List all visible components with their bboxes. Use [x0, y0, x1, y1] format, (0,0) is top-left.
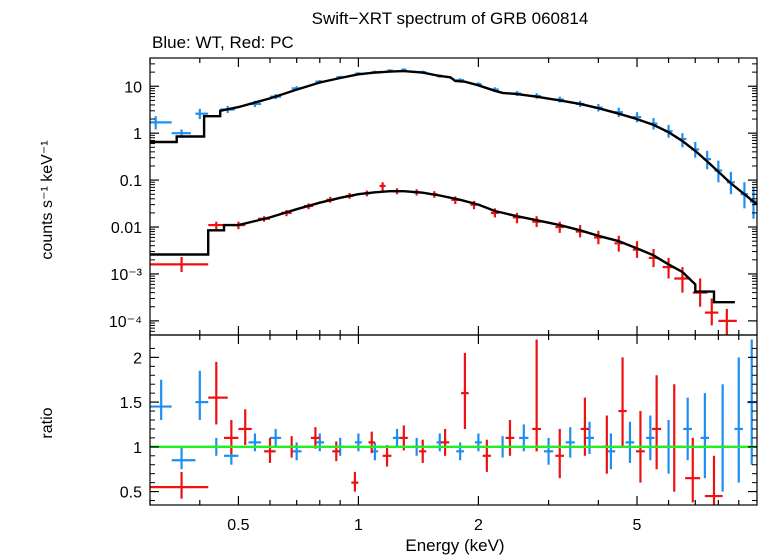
spectrum-frame — [149, 57, 758, 336]
ratio-y-tick-label-3: 2 — [133, 350, 142, 367]
ratio-y-tick-label-1: 1 — [133, 440, 142, 457]
x-tick-label-3: 5 — [633, 517, 642, 534]
y-axis-label-bottom: ratio — [39, 407, 56, 438]
ratio-panel: 0.5 1 2 5 0.5 1 1.5 2 — [120, 334, 758, 534]
ratio-y-tick-label-2: 1.5 — [120, 395, 142, 412]
x-tick-label-0: 0.5 — [227, 517, 249, 534]
y-axis-label-top: counts s⁻¹ keV⁻¹ — [39, 140, 56, 259]
x-tick-label-1: 1 — [354, 517, 363, 534]
ratio-y-tick-label-0: 0.5 — [120, 485, 142, 502]
x-tick-label-2: 2 — [474, 517, 483, 534]
spectrum-y-tick-label-2: 0.1 — [120, 173, 142, 190]
spectrum-s1-model-line — [150, 189, 735, 304]
spectrum-y-tick-label-5: 10⁻⁴ — [109, 314, 142, 331]
spectrum-y-tick-label-0: 10 — [124, 79, 142, 96]
spectrum-y-tick-label-1: 1 — [133, 126, 142, 143]
chart-subtitle: Blue: WT, Red: PC — [152, 33, 294, 52]
spectrum-panel: 10 1 0.1 0.01 10⁻³ 10⁻⁴ — [109, 57, 758, 336]
spectrum-s0-model-line — [150, 69, 758, 206]
chart-title: Swift−XRT spectrum of GRB 060814 — [312, 9, 589, 28]
spectrum-y-tick-label-4: 10⁻³ — [110, 267, 142, 284]
spectrum-y-tick-label-3: 0.01 — [111, 220, 142, 237]
ratio-frame — [149, 334, 758, 506]
x-axis-label: Energy (keV) — [405, 536, 504, 555]
